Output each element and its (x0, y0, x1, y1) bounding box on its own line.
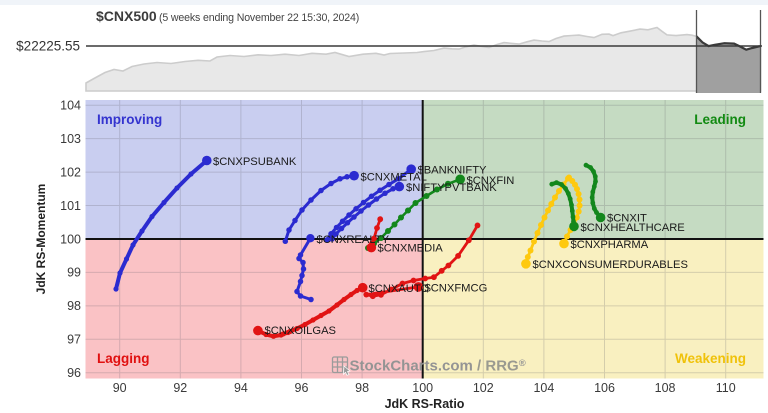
svg-text:$BANKNIFTY: $BANKNIFTY (418, 165, 488, 177)
svg-text:$CNXPSUBANK: $CNXPSUBANK (213, 156, 297, 168)
svg-text:$CNXPHARMA: $CNXPHARMA (571, 239, 649, 251)
svg-text:100: 100 (60, 232, 81, 246)
svg-text:$CNXCONSUMERDURABLES: $CNXCONSUMERDURABLES (533, 259, 688, 271)
svg-text:Leading: Leading (694, 112, 746, 127)
svg-text:102: 102 (473, 381, 494, 395)
svg-text:98: 98 (355, 381, 369, 395)
svg-text:90: 90 (113, 381, 127, 395)
svg-text:Improving: Improving (97, 112, 162, 127)
svg-text:$22225.55: $22225.55 (16, 38, 80, 53)
svg-text:$CNX500: $CNX500 (96, 8, 157, 24)
svg-text:$CNXMETAL: $CNXMETAL (361, 172, 427, 184)
svg-text:104: 104 (60, 99, 81, 113)
svg-text:98: 98 (67, 299, 81, 313)
svg-text:97: 97 (67, 333, 81, 347)
svg-text:$CNXIT: $CNXIT (607, 213, 647, 225)
svg-text:Weakening: Weakening (675, 351, 746, 366)
svg-text:99: 99 (67, 266, 81, 280)
svg-text:$CNXFMCG: $CNXFMCG (425, 282, 488, 294)
svg-text:$CNXMEDIA: $CNXMEDIA (378, 243, 444, 255)
svg-text:104: 104 (533, 381, 554, 395)
svg-text:100: 100 (412, 381, 433, 395)
svg-text:$CNXFIN: $CNXFIN (467, 175, 515, 187)
svg-text:$CNXOILGAS: $CNXOILGAS (265, 325, 337, 337)
svg-text:$CNXREALTY: $CNXREALTY (317, 234, 390, 246)
svg-text:JdK RS-Momentum: JdK RS-Momentum (34, 184, 48, 295)
svg-text:101: 101 (60, 199, 81, 213)
svg-text:StockCharts.com / RRG®: StockCharts.com / RRG® (350, 358, 526, 375)
svg-text:103: 103 (60, 132, 81, 146)
svg-text:94: 94 (234, 381, 248, 395)
svg-text:$CNXHEALTHCARE: $CNXHEALTHCARE (581, 222, 685, 234)
svg-text:92: 92 (173, 381, 187, 395)
svg-text:$CNXAUTO: $CNXAUTO (369, 283, 430, 295)
svg-text:106: 106 (594, 381, 615, 395)
svg-text:110: 110 (716, 381, 736, 395)
svg-text:(5 weeks ending November 22 15: (5 weeks ending November 22 15:30, 2024) (159, 12, 359, 24)
svg-text:$NIFTYPVTBANK: $NIFTYPVTBANK (406, 182, 497, 194)
svg-text:Lagging: Lagging (97, 351, 150, 366)
svg-text:102: 102 (60, 165, 81, 179)
svg-text:108: 108 (655, 381, 676, 395)
svg-text:96: 96 (67, 366, 81, 380)
svg-text:JdK RS-Ratio: JdK RS-Ratio (385, 397, 465, 411)
svg-text:96: 96 (295, 381, 309, 395)
